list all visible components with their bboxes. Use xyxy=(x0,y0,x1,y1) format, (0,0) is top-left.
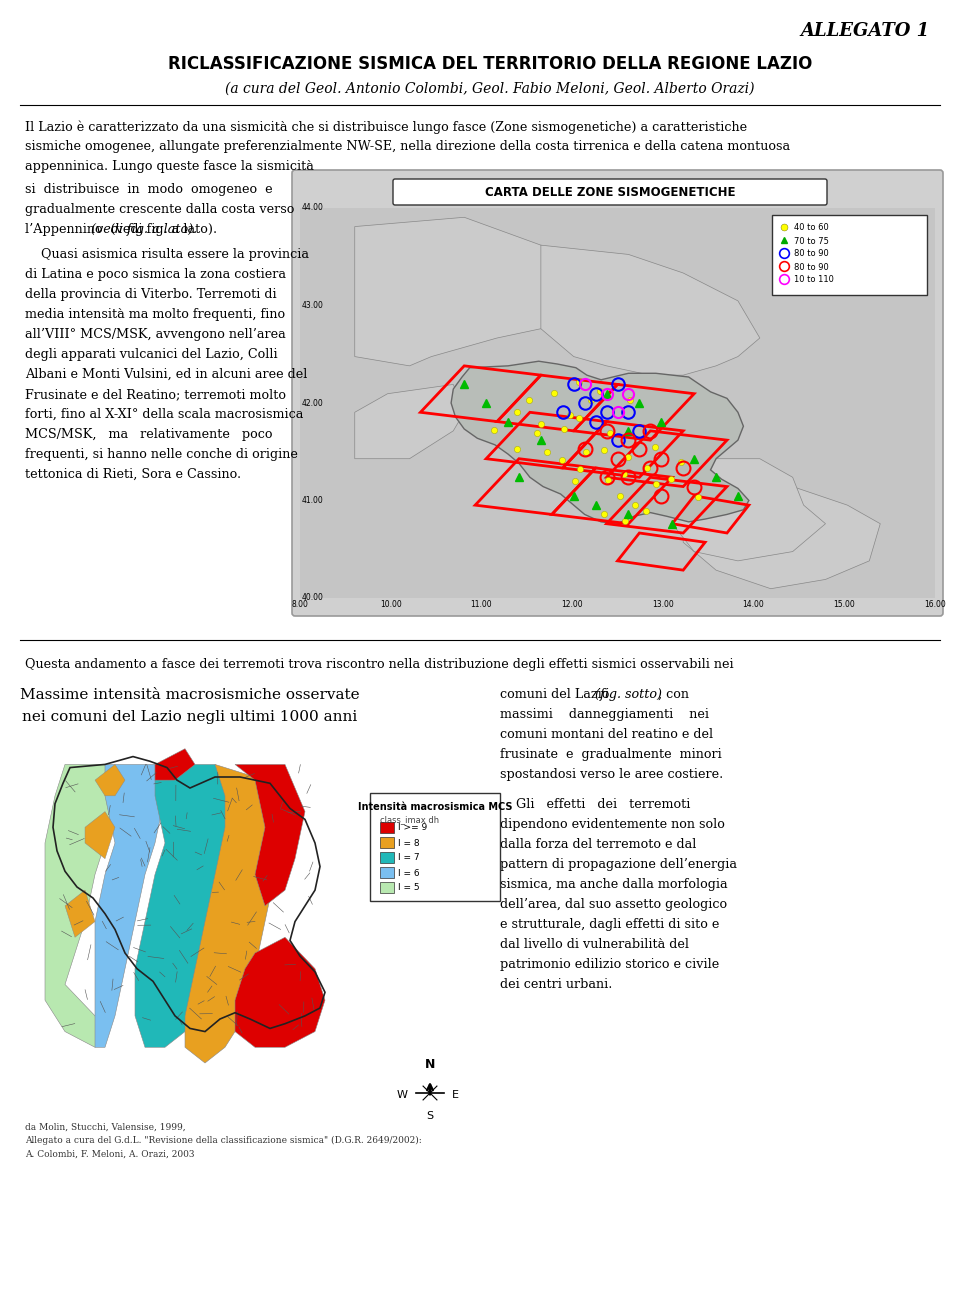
Polygon shape xyxy=(235,765,305,905)
Text: Il Lazio è caratterizzato da una sismicità che si distribuisce lungo fasce (Zone: Il Lazio è caratterizzato da una sismici… xyxy=(25,119,747,134)
Polygon shape xyxy=(235,937,325,1047)
Polygon shape xyxy=(95,765,165,1047)
Text: degli apparati vulcanici del Lazio, Colli: degli apparati vulcanici del Lazio, Coll… xyxy=(25,348,277,361)
FancyBboxPatch shape xyxy=(370,792,500,901)
Polygon shape xyxy=(45,765,115,1047)
Text: N: N xyxy=(425,1057,435,1071)
Text: (fig. sotto): (fig. sotto) xyxy=(595,687,662,701)
Text: dell’area, dal suo assetto geologico: dell’area, dal suo assetto geologico xyxy=(500,897,727,911)
Text: frequenti, si hanno nelle conche di origine: frequenti, si hanno nelle conche di orig… xyxy=(25,447,298,461)
Text: all’VIII° MCS/MSK, avvengono nell’area: all’VIII° MCS/MSK, avvengono nell’area xyxy=(25,328,286,341)
Bar xyxy=(380,882,394,893)
Text: 16.00: 16.00 xyxy=(924,600,946,609)
Text: forti, fino al X-XI° della scala macrosismica: forti, fino al X-XI° della scala macrosi… xyxy=(25,408,303,421)
Text: comuni montani del reatino e del: comuni montani del reatino e del xyxy=(500,728,713,741)
Text: (a cura del Geol. Antonio Colombi, Geol. Fabio Meloni, Geol. Alberto Orazi): (a cura del Geol. Antonio Colombi, Geol.… xyxy=(226,81,755,96)
Text: 44.00: 44.00 xyxy=(302,203,324,213)
Text: class_imax dh: class_imax dh xyxy=(380,815,439,824)
Text: si  distribuisce  in  modo  omogeneo  e: si distribuisce in modo omogeneo e xyxy=(25,182,273,195)
Text: 80 to 90: 80 to 90 xyxy=(794,262,828,272)
Text: massimi    danneggiamenti    nei: massimi danneggiamenti nei xyxy=(500,708,709,722)
Text: nei comuni del Lazio negli ultimi 1000 anni: nei comuni del Lazio negli ultimi 1000 a… xyxy=(22,710,358,724)
Text: Massime intensità macrosismiche osservate: Massime intensità macrosismiche osservat… xyxy=(20,687,360,702)
Text: 8.00: 8.00 xyxy=(292,600,308,609)
Text: dal livello di vulnerabilità del: dal livello di vulnerabilità del xyxy=(500,938,689,951)
Text: ALLEGATO 1: ALLEGATO 1 xyxy=(801,22,930,39)
Text: 11.00: 11.00 xyxy=(470,600,492,609)
Text: , con: , con xyxy=(658,687,689,701)
Bar xyxy=(380,823,394,833)
Text: sismica, ma anche dalla morfologia: sismica, ma anche dalla morfologia xyxy=(500,878,728,891)
Text: W: W xyxy=(397,1090,408,1099)
Polygon shape xyxy=(135,765,235,1047)
Text: I = 6: I = 6 xyxy=(398,869,420,878)
Text: appenninica. Lungo queste fasce la sismicità: appenninica. Lungo queste fasce la sismi… xyxy=(25,160,314,173)
Text: da Molin, Stucchi, Valensise, 1999,
Allegato a cura del G.d.L. "Revisione della : da Molin, Stucchi, Valensise, 1999, Alle… xyxy=(25,1123,421,1158)
Bar xyxy=(380,867,394,878)
Polygon shape xyxy=(672,459,826,560)
Text: 70 to 75: 70 to 75 xyxy=(794,236,828,245)
Text: 80 to 90: 80 to 90 xyxy=(794,249,828,258)
Text: 14.00: 14.00 xyxy=(743,600,764,609)
FancyBboxPatch shape xyxy=(292,171,943,617)
Text: Frusinate e del Reatino; terremoti molto: Frusinate e del Reatino; terremoti molto xyxy=(25,388,286,401)
Text: l’Appennino  (vedi fig. a lato).: l’Appennino (vedi fig. a lato). xyxy=(25,223,217,236)
Text: 13.00: 13.00 xyxy=(652,600,674,609)
Text: I = 5: I = 5 xyxy=(398,883,420,892)
Text: 40.00: 40.00 xyxy=(302,593,324,602)
Text: 40 to 60: 40 to 60 xyxy=(794,223,828,232)
Text: 41.00: 41.00 xyxy=(302,496,324,505)
Polygon shape xyxy=(155,749,195,781)
Text: I >= 9: I >= 9 xyxy=(398,824,427,833)
Text: dipendono evidentemente non solo: dipendono evidentemente non solo xyxy=(500,817,725,830)
Text: Quasi asismica risulta essere la provincia: Quasi asismica risulta essere la provinc… xyxy=(25,248,309,261)
Text: I = 7: I = 7 xyxy=(398,854,420,862)
Text: dei centri urbani.: dei centri urbani. xyxy=(500,977,612,991)
Polygon shape xyxy=(684,487,880,589)
Text: comuni del Lazio: comuni del Lazio xyxy=(500,687,613,701)
Text: CARTA DELLE ZONE SISMOGENETICHE: CARTA DELLE ZONE SISMOGENETICHE xyxy=(485,186,735,199)
Bar xyxy=(772,215,927,295)
Text: 42.00: 42.00 xyxy=(302,399,324,408)
Text: Intensità macrosismica MCS: Intensità macrosismica MCS xyxy=(358,802,513,812)
Text: dalla forza del terremoto e dal: dalla forza del terremoto e dal xyxy=(500,838,696,851)
Text: tettonica di Rieti, Sora e Cassino.: tettonica di Rieti, Sora e Cassino. xyxy=(25,468,241,482)
Text: di Latina e poco sismica la zona costiera: di Latina e poco sismica la zona costier… xyxy=(25,268,286,281)
Text: (vedi fig. a lato).: (vedi fig. a lato). xyxy=(91,223,197,236)
Polygon shape xyxy=(355,384,465,459)
Bar xyxy=(380,851,394,863)
FancyBboxPatch shape xyxy=(393,178,827,205)
Text: 43.00: 43.00 xyxy=(302,300,324,310)
Text: 10.00: 10.00 xyxy=(380,600,401,609)
Text: pattern di propagazione dell’energia: pattern di propagazione dell’energia xyxy=(500,858,737,871)
Polygon shape xyxy=(95,765,125,796)
Polygon shape xyxy=(65,890,95,937)
Text: Gli   effetti   dei   terremoti: Gli effetti dei terremoti xyxy=(500,798,690,811)
Text: RICLASSIFICAZIONE SISMICA DEL TERRITORIO DELLA REGIONE LAZIO: RICLASSIFICAZIONE SISMICA DEL TERRITORIO… xyxy=(168,55,812,73)
Text: S: S xyxy=(426,1111,434,1120)
Polygon shape xyxy=(185,765,285,1063)
Text: 15.00: 15.00 xyxy=(833,600,855,609)
Text: e strutturale, dagli effetti di sito e: e strutturale, dagli effetti di sito e xyxy=(500,918,719,932)
Polygon shape xyxy=(540,245,759,375)
Text: 10 to 110: 10 to 110 xyxy=(794,276,834,285)
Text: media intensità ma molto frequenti, fino: media intensità ma molto frequenti, fino xyxy=(25,308,285,321)
Polygon shape xyxy=(85,812,115,859)
Text: I = 8: I = 8 xyxy=(398,838,420,848)
Text: gradualmente crescente dalla costa verso: gradualmente crescente dalla costa verso xyxy=(25,203,295,216)
Polygon shape xyxy=(451,361,749,523)
Text: 12.00: 12.00 xyxy=(562,600,583,609)
Text: spostandosi verso le aree costiere.: spostandosi verso le aree costiere. xyxy=(500,768,723,781)
Bar xyxy=(300,209,935,598)
Text: MCS/MSK,   ma   relativamente   poco: MCS/MSK, ma relativamente poco xyxy=(25,428,273,441)
Text: Questa andamento a fasce dei terremoti trova riscontro nella distribuzione degli: Questa andamento a fasce dei terremoti t… xyxy=(25,659,733,670)
Polygon shape xyxy=(355,218,607,366)
Text: sismiche omogenee, allungate preferenzialmente NW-SE, nella direzione della cost: sismiche omogenee, allungate preferenzia… xyxy=(25,140,790,154)
Text: frusinate  e  gradualmente  minori: frusinate e gradualmente minori xyxy=(500,748,722,761)
Text: E: E xyxy=(452,1090,459,1099)
Bar xyxy=(380,837,394,848)
Text: patrimonio edilizio storico e civile: patrimonio edilizio storico e civile xyxy=(500,958,719,971)
Text: Albani e Monti Vulsini, ed in alcuni aree del: Albani e Monti Vulsini, ed in alcuni are… xyxy=(25,367,307,380)
Text: della provincia di Viterbo. Terremoti di: della provincia di Viterbo. Terremoti di xyxy=(25,289,276,300)
